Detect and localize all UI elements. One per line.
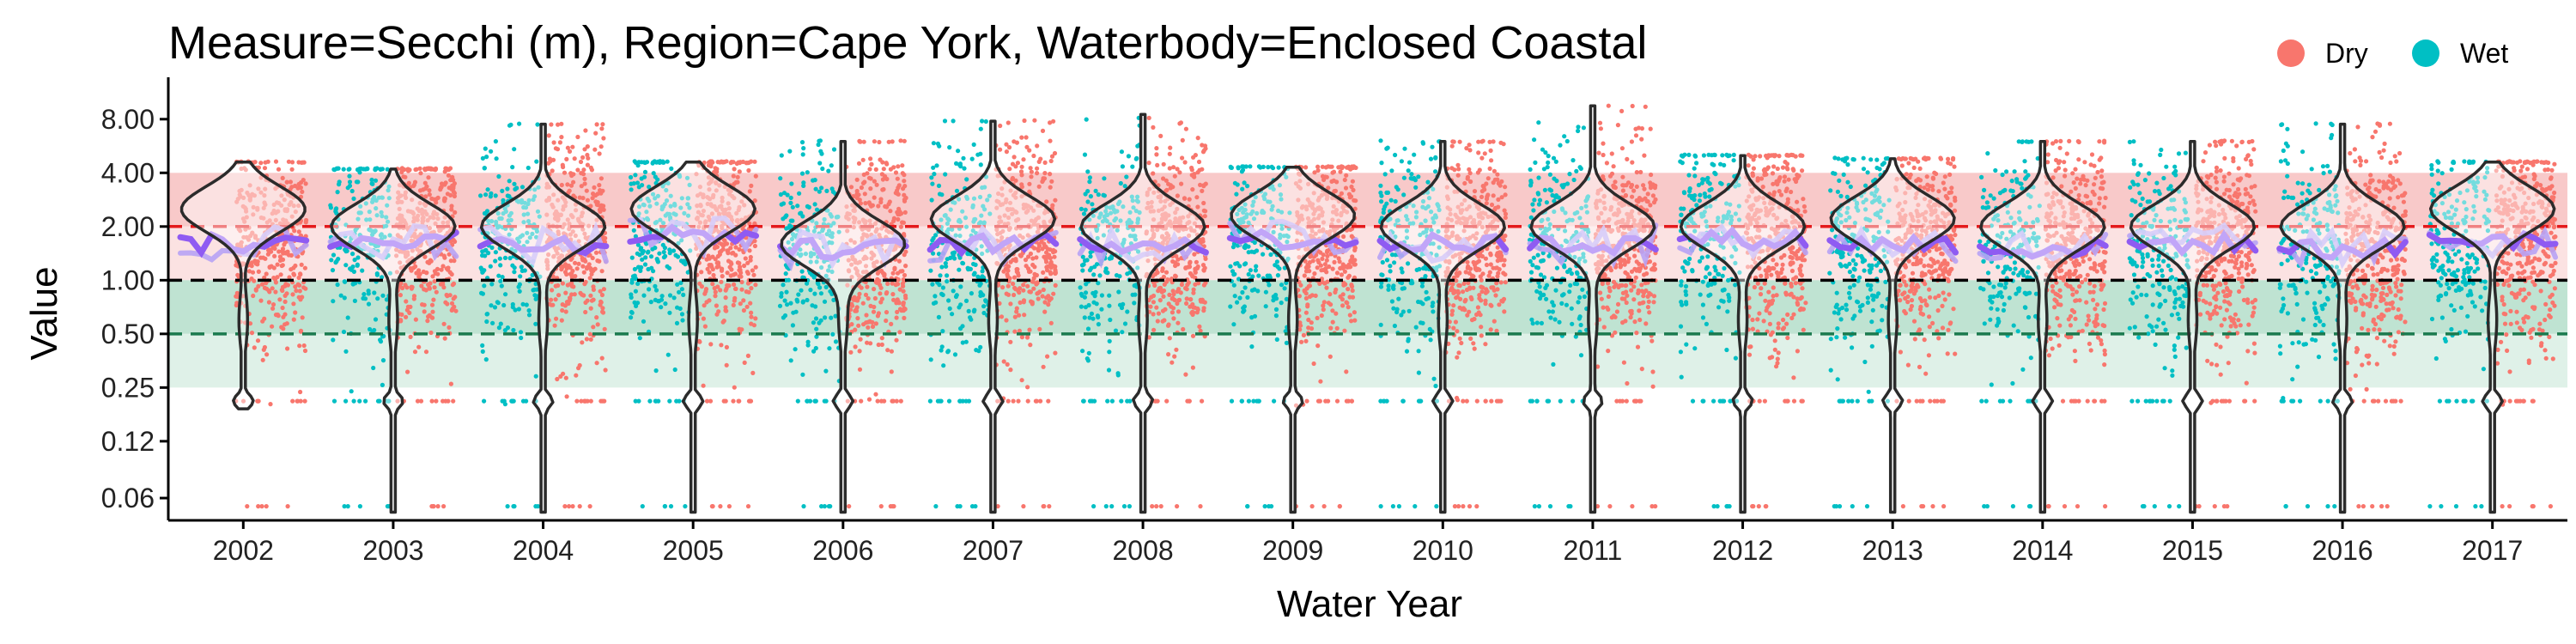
y-tick-label-2: 0.25 bbox=[101, 372, 155, 403]
trend-light-2003 bbox=[327, 222, 459, 262]
trend-2004 bbox=[477, 234, 610, 257]
x-tick-label-3: 2005 bbox=[663, 535, 724, 566]
x-tick-label-6: 2008 bbox=[1112, 535, 1173, 566]
dry-points-2016 bbox=[2343, 121, 2408, 509]
violin-2014 bbox=[1979, 139, 2106, 514]
trend-light-2013 bbox=[1826, 225, 1959, 264]
violin-2007 bbox=[929, 119, 1057, 514]
trend-2009 bbox=[1226, 228, 1359, 252]
trend-2005 bbox=[627, 223, 759, 246]
x-tick-label-15: 2017 bbox=[2462, 535, 2523, 566]
y-tick-label-1: 0.12 bbox=[101, 426, 155, 457]
violin-2005 bbox=[629, 160, 756, 514]
trend-2017 bbox=[2426, 229, 2559, 252]
y-axis-ticks: 0.06 0.12 0.25 0.50 1.00 2.00 4.00 8.00 bbox=[101, 104, 168, 513]
x-tick-label-0: 2002 bbox=[213, 535, 274, 566]
x-tick-label-9: 2011 bbox=[1564, 535, 1623, 566]
y-axis-label: Value bbox=[23, 266, 65, 360]
legend-key-wet bbox=[2412, 39, 2439, 67]
violin-2002 bbox=[179, 160, 307, 410]
violin-2009 bbox=[1230, 166, 1357, 514]
x-tick-label-11: 2013 bbox=[1862, 535, 1923, 566]
x-tick-label-8: 2010 bbox=[1413, 535, 1473, 566]
violin-2015 bbox=[2129, 139, 2257, 514]
trend-2008 bbox=[1077, 235, 1209, 256]
trend-light-2009 bbox=[1227, 218, 1358, 257]
x-tick-label-2: 2004 bbox=[513, 535, 574, 566]
violin-2003 bbox=[330, 167, 457, 514]
x-tick-label-4: 2006 bbox=[812, 535, 873, 566]
legend: Dry Wet bbox=[2277, 38, 2508, 69]
x-tick-label-5: 2007 bbox=[963, 535, 1024, 566]
violin-2006 bbox=[780, 139, 907, 514]
trend-light-2017 bbox=[2427, 225, 2558, 260]
trend-light-2016 bbox=[2276, 226, 2409, 270]
dry-points-2009 bbox=[1293, 164, 1358, 509]
axes bbox=[167, 77, 2567, 522]
violin-2017 bbox=[2428, 160, 2556, 514]
legend-label-wet: Wet bbox=[2460, 38, 2508, 69]
band-2 bbox=[168, 280, 2567, 334]
x-axis-ticks: 2002 2003 2004 2005 2006 2007 2008 2009 2010 2011… bbox=[213, 520, 2523, 566]
trend-light-2015 bbox=[2127, 222, 2258, 249]
x-tick-label-12: 2014 bbox=[2012, 535, 2073, 566]
violin-2010 bbox=[1379, 139, 1506, 514]
x-tick-label-10: 2012 bbox=[1712, 535, 1773, 566]
y-tick-label-0: 0.06 bbox=[101, 483, 155, 513]
y-tick-label-6: 4.00 bbox=[101, 157, 155, 188]
trend-2013 bbox=[1826, 233, 1959, 256]
violin-2011 bbox=[1529, 104, 1656, 514]
trend-2016 bbox=[2276, 236, 2409, 261]
trend-light-2012 bbox=[1677, 223, 1808, 260]
trend-2002 bbox=[177, 230, 310, 258]
x-tick-label-1: 2003 bbox=[362, 535, 423, 566]
legend-key-dry bbox=[2277, 39, 2305, 67]
x-tick-label-13: 2015 bbox=[2162, 535, 2223, 566]
x-axis-label: Water Year bbox=[1277, 583, 1462, 625]
violin-2008 bbox=[1079, 112, 1206, 514]
violin-2016 bbox=[2279, 122, 2406, 514]
trend-2010 bbox=[1376, 231, 1510, 256]
y-tick-label-7: 8.00 bbox=[101, 104, 155, 135]
trend-2012 bbox=[1676, 226, 1809, 252]
x-tick-label-7: 2009 bbox=[1262, 535, 1323, 566]
wet-points-2015 bbox=[2127, 139, 2192, 509]
trend-2014 bbox=[1977, 236, 2109, 260]
points-2009 bbox=[1228, 164, 1358, 509]
y-tick-label-5: 2.00 bbox=[101, 211, 155, 242]
trend-2006 bbox=[777, 236, 909, 262]
trend-light-2006 bbox=[777, 228, 909, 271]
x-tick-label-14: 2016 bbox=[2312, 535, 2372, 566]
trend-lines bbox=[177, 216, 2559, 271]
violin-2013 bbox=[1829, 157, 1956, 514]
y-tick-label-3: 0.50 bbox=[101, 319, 155, 349]
legend-label-dry: Dry bbox=[2325, 38, 2368, 69]
reference-lines bbox=[168, 225, 2567, 336]
violin-2004 bbox=[479, 122, 607, 514]
violin-2012 bbox=[1679, 154, 1807, 514]
y-tick-label-4: 1.00 bbox=[101, 264, 155, 295]
violins bbox=[179, 104, 2556, 514]
trend-2015 bbox=[2126, 229, 2259, 258]
trend-2011 bbox=[1527, 234, 1659, 258]
trend-light-2008 bbox=[1077, 224, 1209, 269]
chart-title: Measure=Secchi (m), Region=Cape York, Wa… bbox=[168, 17, 1647, 69]
